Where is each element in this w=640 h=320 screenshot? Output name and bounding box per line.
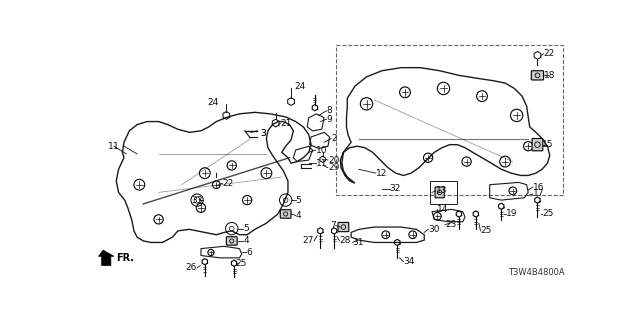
Text: 5: 5	[296, 196, 301, 204]
Text: 4: 4	[296, 211, 301, 220]
Text: 10: 10	[316, 146, 327, 155]
Text: 7: 7	[330, 221, 336, 230]
Text: 9: 9	[326, 115, 332, 124]
FancyBboxPatch shape	[338, 222, 349, 232]
Bar	[336, 44, 563, 195]
Text: 28: 28	[340, 236, 351, 245]
Text: 30: 30	[428, 225, 440, 234]
FancyBboxPatch shape	[532, 139, 543, 151]
Text: FR.: FR.	[116, 253, 134, 263]
Text: 4: 4	[243, 236, 249, 245]
Text: 11: 11	[316, 159, 327, 168]
Text: 18: 18	[543, 71, 555, 80]
Text: 26: 26	[186, 263, 197, 272]
Text: 31: 31	[353, 238, 364, 247]
Text: 25: 25	[542, 210, 554, 219]
FancyBboxPatch shape	[435, 187, 444, 198]
Text: 20: 20	[328, 156, 339, 164]
Text: 5: 5	[243, 224, 249, 233]
Text: 17: 17	[533, 189, 545, 198]
Text: 29: 29	[328, 163, 339, 172]
Text: 16: 16	[533, 182, 545, 191]
Text: 19: 19	[506, 210, 517, 219]
Polygon shape	[99, 250, 114, 266]
Text: 2: 2	[331, 134, 337, 143]
FancyBboxPatch shape	[280, 210, 291, 218]
Text: 22: 22	[223, 179, 234, 188]
Text: 22: 22	[543, 49, 555, 58]
Text: 1: 1	[113, 142, 118, 151]
Bar	[429, 181, 456, 204]
Text: 14: 14	[437, 205, 449, 214]
Text: 6: 6	[246, 248, 252, 257]
Text: 3: 3	[260, 129, 266, 138]
Text: 12: 12	[376, 169, 387, 178]
FancyBboxPatch shape	[531, 71, 543, 80]
Text: 25: 25	[481, 227, 492, 236]
Text: 21: 21	[280, 119, 292, 128]
Text: 34: 34	[403, 257, 415, 266]
Text: 15: 15	[542, 140, 554, 149]
Text: 24: 24	[294, 83, 305, 92]
Text: 33: 33	[192, 196, 204, 204]
FancyBboxPatch shape	[227, 237, 237, 245]
Text: 1: 1	[108, 142, 114, 151]
Text: 25: 25	[236, 259, 247, 268]
Text: 32: 32	[390, 184, 401, 193]
Text: 8: 8	[326, 106, 332, 115]
Text: 3: 3	[260, 129, 266, 138]
Text: T3W4B4800A: T3W4B4800A	[509, 268, 565, 277]
Text: 23: 23	[445, 220, 456, 229]
Text: 24: 24	[207, 98, 219, 107]
Text: 13: 13	[436, 186, 447, 195]
Text: 27: 27	[303, 236, 314, 245]
